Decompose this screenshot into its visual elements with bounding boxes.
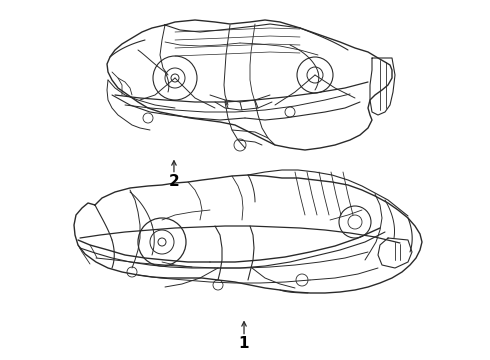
Text: 2: 2 <box>169 174 179 189</box>
Text: 1: 1 <box>239 336 249 351</box>
